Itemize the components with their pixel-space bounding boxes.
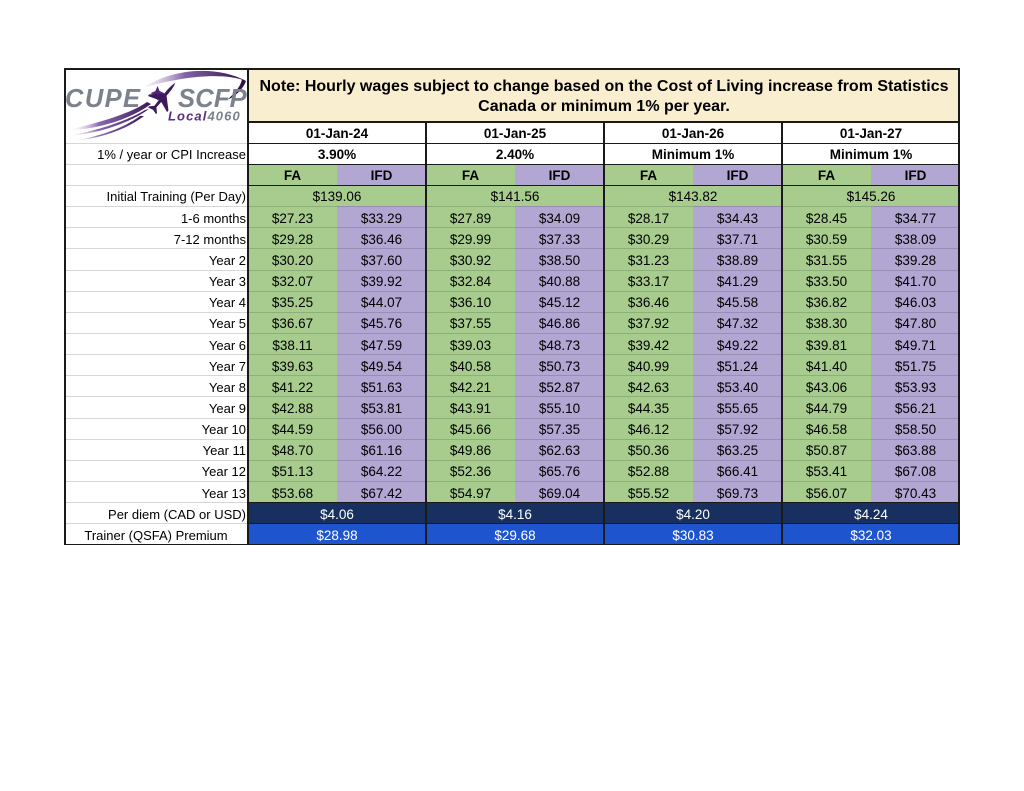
svg-text:CUPE: CUPE: [65, 85, 141, 113]
svg-text:SCFP: SCFP: [178, 85, 248, 113]
svg-text:Local4060: Local4060: [168, 109, 241, 124]
